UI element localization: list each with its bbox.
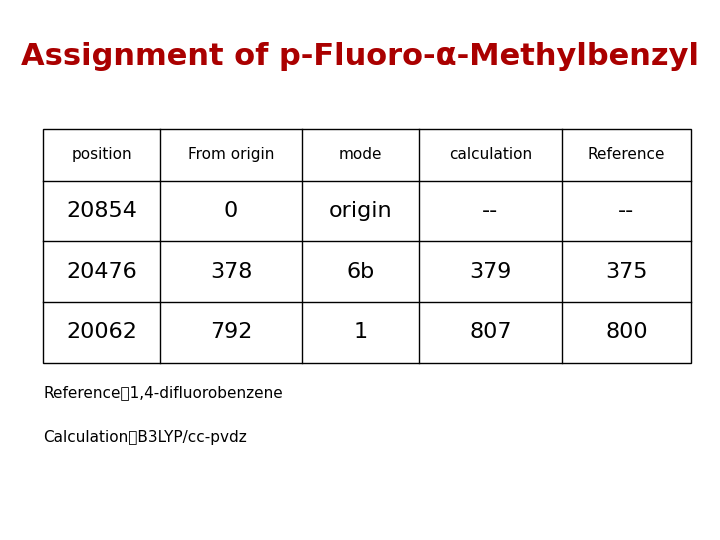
- Text: Laboratory of Molecular Spectroscopy & Nano Materials, Pusan National University: Laboratory of Molecular Spectroscopy & N…: [1, 513, 719, 526]
- Text: 378: 378: [210, 261, 252, 281]
- Text: Assignment of p-Fluoro-α-Methylbenzyl: Assignment of p-Fluoro-α-Methylbenzyl: [21, 42, 699, 71]
- Bar: [43, 129, 691, 363]
- Text: origin: origin: [329, 201, 392, 221]
- Text: 379: 379: [469, 261, 511, 281]
- Text: 0: 0: [224, 201, 238, 221]
- Text: 792: 792: [210, 322, 252, 342]
- Text: 807: 807: [469, 322, 512, 342]
- Text: calculation: calculation: [449, 147, 532, 163]
- Text: 1: 1: [354, 322, 368, 342]
- Text: Reference：1,4-difluorobenzene: Reference：1,4-difluorobenzene: [43, 385, 283, 400]
- Text: Calculation：B3LYP/cc-pvdz: Calculation：B3LYP/cc-pvdz: [43, 430, 247, 444]
- Text: mode: mode: [339, 147, 382, 163]
- Text: 20854: 20854: [66, 201, 137, 221]
- Text: 6b: 6b: [346, 261, 375, 281]
- Text: 375: 375: [605, 261, 648, 281]
- Text: --: --: [482, 201, 498, 221]
- Text: 20476: 20476: [66, 261, 137, 281]
- Text: position: position: [71, 147, 132, 163]
- Text: --: --: [618, 201, 634, 221]
- Text: 20062: 20062: [66, 322, 137, 342]
- Text: Reference: Reference: [588, 147, 665, 163]
- Text: From origin: From origin: [188, 147, 274, 163]
- Text: 800: 800: [605, 322, 648, 342]
